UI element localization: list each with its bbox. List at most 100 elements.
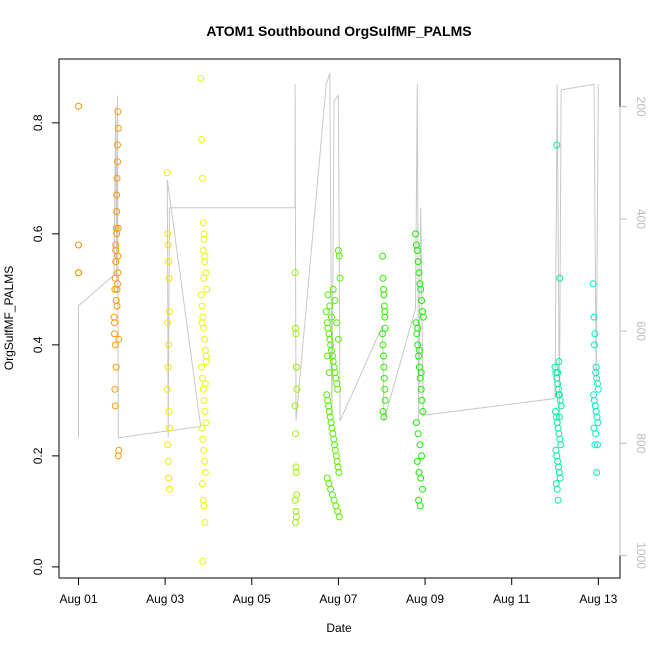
- data-point: [418, 396, 426, 404]
- data-point: [293, 491, 301, 499]
- data-point: [331, 297, 339, 304]
- data-point: [324, 352, 332, 360]
- data-point: [413, 457, 421, 465]
- data-point: [415, 469, 423, 476]
- data-point: [200, 274, 208, 282]
- data-point: [111, 402, 119, 410]
- data-point: [381, 396, 389, 404]
- data-point: [113, 191, 121, 199]
- data-point: [322, 308, 330, 316]
- data-point: [114, 252, 122, 260]
- x-axis: Aug 01 Aug 03 Aug 05 Aug 07 Aug 09 Aug 11 Aug …: [59, 577, 618, 606]
- data-point: [417, 369, 425, 377]
- right-axis-tick-label: 400: [634, 209, 648, 229]
- data-point: [112, 363, 120, 371]
- data-point: [291, 269, 299, 277]
- data-point: [415, 269, 423, 277]
- data-point: [334, 247, 342, 254]
- data-point: [556, 396, 564, 404]
- data-point: [592, 363, 600, 371]
- data-point: [590, 341, 598, 349]
- data-point: [335, 513, 343, 521]
- data-point: [110, 313, 118, 321]
- data-point: [555, 358, 563, 365]
- data-point: [594, 419, 602, 427]
- data-point: [334, 385, 342, 393]
- data-point: [418, 297, 426, 304]
- data-point: [292, 469, 300, 476]
- data-point: [419, 408, 427, 415]
- data-point: [111, 330, 118, 338]
- data-point: [201, 519, 209, 526]
- x-tick-label: Aug 13: [579, 592, 617, 606]
- data-point: [200, 235, 208, 243]
- data-point: [336, 274, 344, 282]
- data-point: [114, 108, 122, 116]
- data-point: [202, 269, 210, 277]
- data-point: [115, 335, 123, 343]
- pressure-line-layer: [78, 72, 599, 439]
- data-point: [201, 380, 209, 388]
- data-point: [163, 385, 171, 393]
- data-point: [556, 435, 564, 443]
- data-point: [556, 474, 564, 482]
- x-axis-label: Date: [326, 621, 352, 635]
- data-point: [291, 496, 299, 504]
- data-point: [419, 313, 427, 321]
- data-point: [594, 385, 602, 393]
- x-tick-label: Aug 03: [146, 592, 184, 606]
- data-point: [113, 174, 121, 182]
- data-point: [332, 502, 340, 510]
- data-point: [418, 452, 426, 460]
- x-tick-label: Aug 01: [59, 592, 97, 606]
- data-point: [380, 302, 388, 310]
- data-point: [330, 435, 338, 443]
- data-point: [414, 430, 422, 438]
- data-point: [114, 452, 122, 460]
- data-point: [331, 369, 339, 377]
- data-point: [552, 480, 560, 488]
- data-point: [594, 380, 601, 388]
- data-point: [379, 408, 387, 415]
- data-point: [380, 413, 388, 421]
- data-point: [200, 396, 208, 404]
- data-point: [200, 446, 208, 454]
- data-point: [333, 319, 341, 327]
- data-point: [591, 441, 599, 449]
- data-point: [555, 430, 563, 438]
- chart-title: ATOM1 Southbound OrgSulfMF_PALMS: [206, 23, 471, 39]
- data-point: [380, 291, 388, 299]
- data-point: [197, 74, 205, 82]
- data-point: [111, 285, 119, 293]
- data-point: [554, 369, 562, 377]
- data-point: [554, 496, 562, 504]
- data-point: [413, 330, 421, 338]
- data-point: [164, 319, 172, 327]
- data-point: [555, 391, 562, 399]
- data-point: [113, 208, 121, 216]
- data-point: [198, 319, 206, 327]
- data-point: [291, 402, 299, 410]
- data-point: [552, 446, 560, 454]
- data-point: [381, 308, 389, 316]
- data-point: [590, 313, 598, 321]
- data-point: [164, 441, 172, 449]
- data-point: [165, 341, 173, 349]
- right-axis-tick-label: 600: [634, 321, 648, 341]
- data-point: [199, 313, 207, 321]
- data-point: [198, 480, 206, 488]
- data-point: [201, 457, 209, 465]
- data-point: [75, 102, 82, 110]
- data-point: [199, 247, 207, 254]
- data-point: [325, 369, 333, 377]
- data-point: [111, 319, 118, 327]
- data-point: [114, 158, 121, 166]
- data-point: [203, 285, 211, 293]
- data-point: [380, 352, 387, 360]
- data-point: [198, 424, 206, 432]
- y-tick-label: 0.8: [31, 114, 45, 131]
- data-point: [379, 274, 387, 282]
- data-point: [75, 241, 82, 249]
- data-point: [166, 308, 173, 316]
